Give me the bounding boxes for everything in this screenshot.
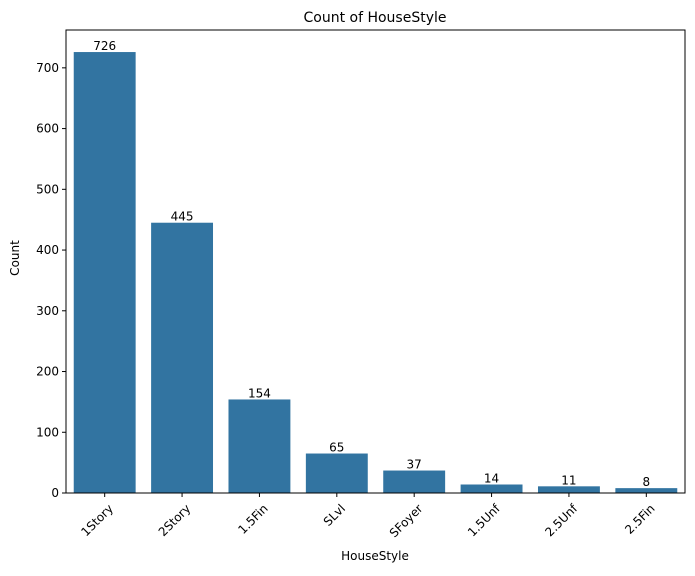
x-tick-label-2.5Unf: 2.5Unf xyxy=(542,501,581,540)
data-label-SFoyer: 37 xyxy=(407,458,422,472)
data-label-1.5Unf: 14 xyxy=(484,471,499,485)
bar-SFoyer xyxy=(383,470,446,493)
x-tick-label-1.5Unf: 1.5Unf xyxy=(465,501,504,540)
y-tick-label-0: 0 xyxy=(51,486,59,500)
bar-1Story xyxy=(73,52,136,494)
bar-2Story xyxy=(151,222,214,493)
data-label-2.5Unf: 11 xyxy=(561,473,576,487)
data-label-SLvl: 65 xyxy=(329,441,344,455)
x-tick-label-1Story: 1Story xyxy=(78,501,116,539)
bar-2.5Unf xyxy=(537,486,600,493)
y-tick-label-500: 500 xyxy=(36,182,59,196)
y-axis-label: Count xyxy=(8,240,22,276)
y-tick-label-300: 300 xyxy=(36,304,59,318)
y-tick-label-600: 600 xyxy=(36,122,59,136)
y-tick-label-700: 700 xyxy=(36,61,59,75)
chart-title: Count of HouseStyle xyxy=(303,10,446,26)
x-tick-label-2Story: 2Story xyxy=(156,501,194,539)
y-tick-label-200: 200 xyxy=(36,365,59,379)
bar-1.5Unf xyxy=(460,484,523,493)
data-label-2.5Fin: 8 xyxy=(642,475,650,489)
x-tick-label-SLvl: SLvl xyxy=(321,501,348,528)
bar-2.5Fin xyxy=(615,488,678,493)
y-tick-label-100: 100 xyxy=(36,425,59,439)
x-axis-label: HouseStyle xyxy=(341,549,409,563)
plot-area: 726 1Story 445 2Story 154 1.5Fin 65 SLvl 37 SFoye… xyxy=(36,29,686,540)
data-label-1.5Fin: 154 xyxy=(248,386,271,400)
bar-SLvl xyxy=(305,453,368,493)
x-tick-label-1.5Fin: 1.5Fin xyxy=(235,501,270,536)
data-label-1Story: 726 xyxy=(93,39,116,53)
data-label-2Story: 445 xyxy=(171,210,194,224)
y-tick-label-400: 400 xyxy=(36,243,59,257)
x-tick-label-SFoyer: SFoyer xyxy=(387,501,426,540)
axes-frame xyxy=(65,29,686,494)
x-tick-label-2.5Fin: 2.5Fin xyxy=(622,501,657,536)
bar-1.5Fin xyxy=(228,399,291,493)
